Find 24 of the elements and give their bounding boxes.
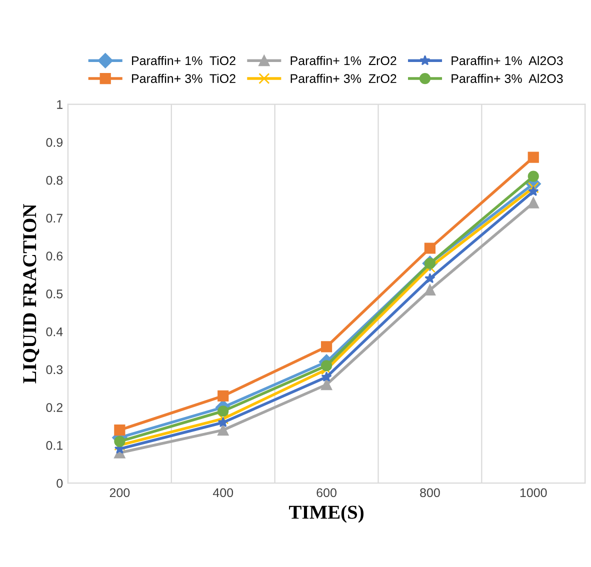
legend-label: Paraffin+ 1% ZrO2	[290, 56, 396, 66]
y-tick-label: 0.1	[46, 441, 62, 450]
y-tick-label: 0.3	[46, 365, 63, 374]
legend-label: Paraffin+ 3% TiO2	[132, 74, 236, 84]
y-tick-label: 1	[57, 100, 62, 109]
legend-label: Paraffin+ 1% Al2O3	[452, 56, 563, 66]
y-tick-label: 0.9	[46, 138, 63, 147]
legend-label: Paraffin+ 3% Al2O3	[452, 74, 563, 84]
legend-label: Paraffin+ 3% ZrO2	[290, 74, 396, 84]
y-axis-title: LIQUID FRACTION	[23, 204, 40, 384]
x-axis-title: TIME(S)	[289, 505, 364, 523]
x-tick-label: 800	[420, 488, 440, 498]
y-tick-label: 0	[56, 478, 63, 488]
y-tick-label: 0.5	[46, 290, 63, 298]
y-tick-label: 0.6	[46, 252, 63, 260]
y-tick-label: 0.8	[46, 176, 63, 185]
x-tick-label: 600	[316, 488, 336, 498]
y-tick-label: 0.2	[46, 403, 62, 412]
legend-label: Paraffin+ 1% TiO2	[132, 56, 236, 66]
x-tick-label: 1000	[520, 488, 547, 498]
y-tick-label: 0.4	[46, 327, 63, 336]
x-tick-label: 400	[212, 488, 234, 498]
x-tick-label: 200	[110, 488, 130, 498]
y-tick-label: 0.7	[46, 214, 62, 223]
